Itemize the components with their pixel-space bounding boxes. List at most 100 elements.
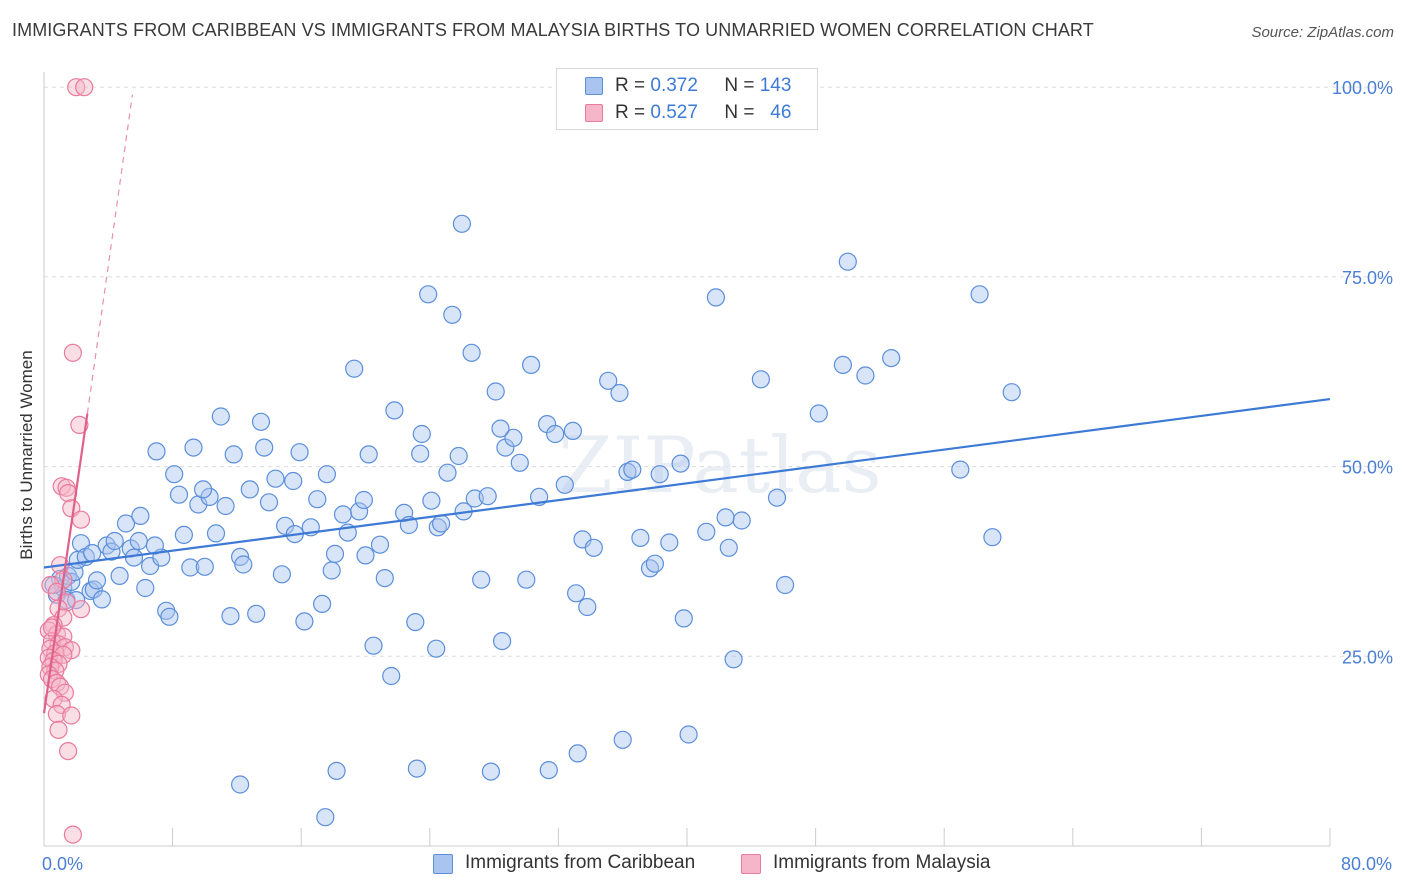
caribbean-point — [102, 542, 121, 561]
caribbean-point — [206, 524, 226, 543]
caribbean-point — [354, 490, 373, 510]
caribbean-point — [234, 555, 253, 574]
caribbean-point — [856, 366, 875, 385]
caribbean-point — [411, 444, 430, 463]
malaysia-point — [63, 825, 83, 844]
y-tick-labels: 25.0% 50.0% 75.0% 100.0% — [1332, 78, 1393, 667]
caribbean-point — [356, 546, 375, 565]
y-tick-label: 25.0% — [1342, 647, 1393, 667]
r-label: R = — [615, 75, 646, 96]
y-tick-label: 100.0% — [1332, 78, 1393, 98]
caribbean-point — [407, 759, 426, 778]
caribbean-point — [443, 305, 462, 324]
malaysia-point — [70, 415, 89, 434]
pink-swatch — [585, 104, 603, 122]
caribbean-point — [160, 607, 179, 626]
x-tick-label: 0.0% — [42, 854, 83, 874]
caribbean-point — [92, 590, 112, 609]
caribbean-point — [251, 412, 271, 431]
caribbean-point — [345, 359, 364, 378]
r-value: 0.372 — [650, 75, 698, 96]
blue-swatch — [433, 854, 453, 874]
caribbean-point — [578, 597, 597, 617]
caribbean-point — [295, 612, 314, 631]
caribbean-point — [716, 508, 735, 527]
caribbean-point — [194, 480, 213, 499]
caribbean-point — [385, 401, 404, 420]
caribbean-point — [462, 343, 481, 362]
axes — [43, 72, 1331, 847]
caribbean-point — [83, 543, 102, 563]
caribbean-point — [316, 808, 335, 827]
caribbean-point — [116, 514, 136, 533]
caribbean-point — [610, 383, 629, 403]
caribbean-point — [623, 460, 642, 479]
caribbean-point — [322, 561, 341, 580]
caribbean-point — [719, 538, 738, 557]
series-name: Immigrants from Caribbean — [465, 852, 696, 873]
caribbean-point — [767, 488, 787, 507]
caribbean-point — [184, 438, 203, 457]
caribbean-point — [406, 612, 425, 632]
caribbean-point — [517, 570, 536, 589]
caribbean-point — [613, 730, 632, 749]
caribbean-point — [422, 491, 441, 510]
caribbean-point — [165, 465, 184, 484]
legend-text: R = 0.527 N = 46 — [615, 102, 791, 124]
caribbean-point — [521, 355, 541, 374]
malaysia-point — [71, 510, 91, 529]
malaysia-trend-extension — [86, 94, 134, 414]
malaysia-point — [47, 704, 67, 724]
caribbean-point — [87, 571, 107, 590]
caribbean-point — [732, 511, 751, 530]
caribbean-point — [809, 404, 828, 423]
caribbean-point — [240, 480, 259, 499]
caribbean-points — [44, 214, 1021, 827]
caribbean-point — [255, 438, 274, 457]
x-tick-labels: 0.0% 80.0% — [42, 854, 1392, 874]
y-tick-label: 50.0% — [1342, 458, 1393, 478]
malaysia-point — [41, 575, 60, 595]
caribbean-point — [983, 528, 1002, 547]
caribbean-point — [491, 419, 510, 438]
caribbean-point — [412, 424, 431, 444]
caribbean-point — [438, 463, 457, 482]
caribbean-point — [568, 744, 587, 763]
caribbean-point — [555, 475, 574, 494]
gridlines — [44, 86, 1392, 657]
caribbean-point — [660, 533, 679, 552]
series-name: Immigrants from Malaysia — [773, 852, 991, 873]
caribbean-point — [427, 639, 446, 658]
caribbean-point — [697, 522, 716, 541]
caribbean-point — [838, 252, 857, 271]
caribbean-point — [382, 666, 401, 686]
caribbean-point — [272, 565, 291, 584]
caribbean-point — [313, 594, 332, 614]
caribbean-point — [174, 525, 193, 545]
legend-text: R = 0.372 N = 143 — [615, 75, 791, 97]
caribbean-point — [481, 762, 500, 781]
source-label: Source: ZipAtlas.com — [1251, 24, 1394, 41]
malaysia-point — [58, 741, 78, 761]
caribbean-point — [216, 496, 235, 516]
caribbean-trend-line — [43, 397, 1331, 569]
malaysia-point — [62, 706, 81, 725]
caribbean-point — [211, 407, 230, 426]
caribbean-point — [266, 469, 285, 488]
caribbean-point — [882, 349, 901, 368]
caribbean-point — [539, 760, 558, 780]
caribbean-point — [364, 636, 383, 655]
caribbean-point — [478, 487, 497, 506]
caribbean-point — [566, 584, 586, 603]
caribbean-point — [724, 650, 743, 669]
n-value: 143 — [759, 75, 792, 96]
caribbean-point — [308, 490, 327, 509]
caribbean-point — [706, 288, 726, 307]
correlation-legend: R = 0.372 N = 143 R = 0.527 N = 46 — [556, 68, 818, 130]
caribbean-point — [284, 471, 303, 491]
caribbean-point — [833, 355, 853, 374]
caribbean-point — [493, 631, 512, 651]
caribbean-point — [679, 725, 698, 744]
watermark: ZIPatlas — [558, 421, 881, 511]
